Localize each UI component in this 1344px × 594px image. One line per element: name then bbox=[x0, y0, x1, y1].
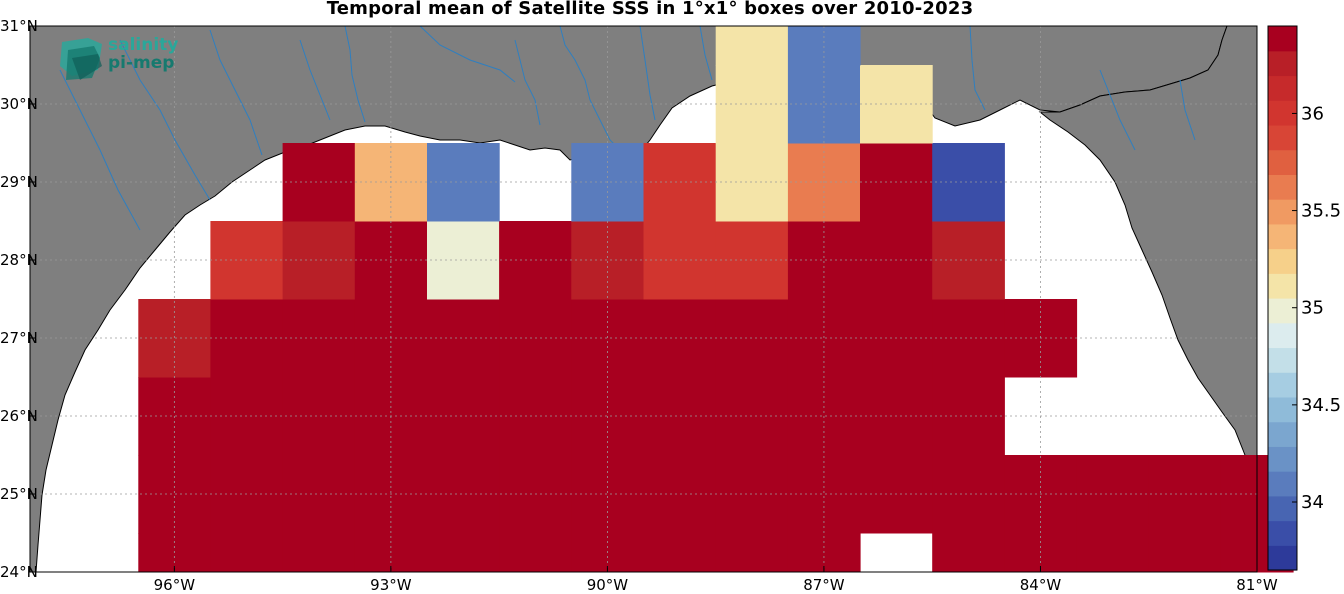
logo-mark-icon bbox=[60, 38, 102, 80]
river-pascagoula bbox=[699, 25, 713, 81]
river-neches bbox=[299, 39, 331, 121]
land-florida bbox=[1038, 25, 1258, 471]
salinity-box bbox=[282, 377, 356, 456]
colorbar-segment bbox=[1268, 520, 1297, 546]
salinity-box bbox=[932, 455, 1005, 534]
salinity-box bbox=[282, 221, 356, 300]
colorbar-segment bbox=[1268, 347, 1297, 373]
colorbar-frame bbox=[1267, 25, 1298, 571]
colorbar-tick-label: 35.5 bbox=[1301, 201, 1341, 222]
colorbar-segment bbox=[1268, 421, 1297, 447]
map-frame bbox=[29, 25, 1258, 573]
colorbar-segment bbox=[1268, 50, 1297, 77]
river-atchafalaya bbox=[514, 39, 541, 126]
salinity-box bbox=[715, 533, 789, 573]
colorbar-segment bbox=[1268, 174, 1297, 200]
salinity-box bbox=[715, 26, 789, 66]
colorbar-segment bbox=[1268, 248, 1297, 274]
colorbar-segment bbox=[1268, 545, 1297, 571]
river-chattahoochee bbox=[969, 25, 986, 111]
x-tick-label: 96°W bbox=[154, 576, 196, 594]
salinity-box bbox=[427, 143, 500, 222]
river-brazos bbox=[119, 39, 211, 201]
salinity-box bbox=[427, 533, 500, 573]
colorbar-segment bbox=[1268, 124, 1297, 151]
river-florida-1 bbox=[1179, 79, 1196, 141]
colorbar-segment bbox=[1268, 396, 1297, 423]
river-red bbox=[419, 25, 516, 83]
y-tick-label: 31°N bbox=[0, 17, 38, 35]
x-tick-label: 87°W bbox=[803, 576, 845, 594]
colorbar-tick-label: 36 bbox=[1301, 103, 1324, 124]
river-trinity bbox=[209, 29, 263, 156]
x-axis-ticks: 96°W 93°W 90°W 87°W 84°W 81°W bbox=[154, 566, 1278, 594]
salinity-box bbox=[210, 533, 284, 573]
y-tick-label: 26°N bbox=[0, 407, 38, 425]
salinity-box bbox=[932, 377, 1005, 456]
x-tick-label: 90°W bbox=[587, 576, 629, 594]
river-colorado bbox=[59, 69, 141, 231]
salinity-box bbox=[932, 221, 1005, 300]
colorbar-segment bbox=[1268, 26, 1297, 52]
salinity-box bbox=[1148, 533, 1222, 573]
salinity-box bbox=[932, 299, 1005, 378]
salinity-box bbox=[1076, 455, 1150, 534]
x-tick-label: 81°W bbox=[1236, 576, 1278, 594]
y-tick-label: 27°N bbox=[0, 329, 38, 347]
salinity-box bbox=[427, 455, 500, 534]
y-tick-label: 24°N bbox=[0, 563, 38, 581]
colorbar-segment bbox=[1268, 322, 1297, 349]
colorbar: 34 34.5 35 35.5 36 bbox=[1267, 25, 1341, 571]
colorbar-segment bbox=[1268, 446, 1297, 472]
colorbar-segment bbox=[1268, 298, 1297, 324]
salinity-box bbox=[499, 533, 572, 573]
salinity-box bbox=[787, 299, 861, 378]
salinity-box bbox=[571, 299, 644, 378]
salinity-pimep-logo: salinity pi-mep bbox=[58, 34, 188, 84]
river-mississippi bbox=[559, 25, 621, 151]
salinity-box bbox=[643, 533, 717, 573]
colorbar-tick-label: 35 bbox=[1301, 298, 1324, 319]
colorbar-segment bbox=[1268, 471, 1297, 497]
salinity-box bbox=[932, 143, 1005, 222]
colorbar-segment bbox=[1268, 100, 1297, 126]
y-tick-label: 30°N bbox=[0, 95, 38, 113]
colorbar-segment bbox=[1268, 273, 1297, 299]
colorbar-tick-label: 34.5 bbox=[1301, 395, 1341, 416]
salinity-box bbox=[427, 299, 500, 378]
colorbar-segment bbox=[1268, 223, 1297, 250]
rivers bbox=[59, 25, 1196, 231]
river-suwannee bbox=[1099, 69, 1136, 151]
colorbar-segment bbox=[1268, 199, 1297, 225]
y-axis-ticks: 24°N 25°N 26°N 27°N 28°N 29°N 30°N 31°N bbox=[0, 17, 38, 581]
salinity-box bbox=[282, 299, 356, 378]
y-tick-label: 25°N bbox=[0, 485, 38, 503]
x-tick-label: 84°W bbox=[1020, 576, 1062, 594]
y-tick-label: 29°N bbox=[0, 173, 38, 191]
salinity-box bbox=[1076, 533, 1150, 573]
river-sabine bbox=[344, 25, 366, 123]
colorbar-segment bbox=[1268, 75, 1297, 101]
salinity-box bbox=[427, 221, 500, 300]
colorbar-segment bbox=[1268, 372, 1297, 398]
x-tick-label: 93°W bbox=[370, 576, 412, 594]
salinity-box bbox=[282, 143, 356, 222]
colorbar-segment bbox=[1268, 495, 1297, 522]
colorbar-tick-label: 34 bbox=[1301, 492, 1324, 513]
river-pearl bbox=[639, 25, 656, 121]
salinity-box bbox=[427, 377, 500, 456]
logo-line2: pi-mep bbox=[108, 53, 175, 73]
salinity-box bbox=[282, 533, 356, 573]
colorbar-segment bbox=[1268, 149, 1297, 175]
map-title: Temporal mean of Satellite SSS in 1°x1° … bbox=[326, 0, 974, 19]
y-tick-label: 28°N bbox=[0, 251, 38, 269]
logo-line1: salinity bbox=[108, 35, 179, 55]
salinity-box bbox=[932, 533, 1005, 573]
salinity-box bbox=[282, 455, 356, 534]
